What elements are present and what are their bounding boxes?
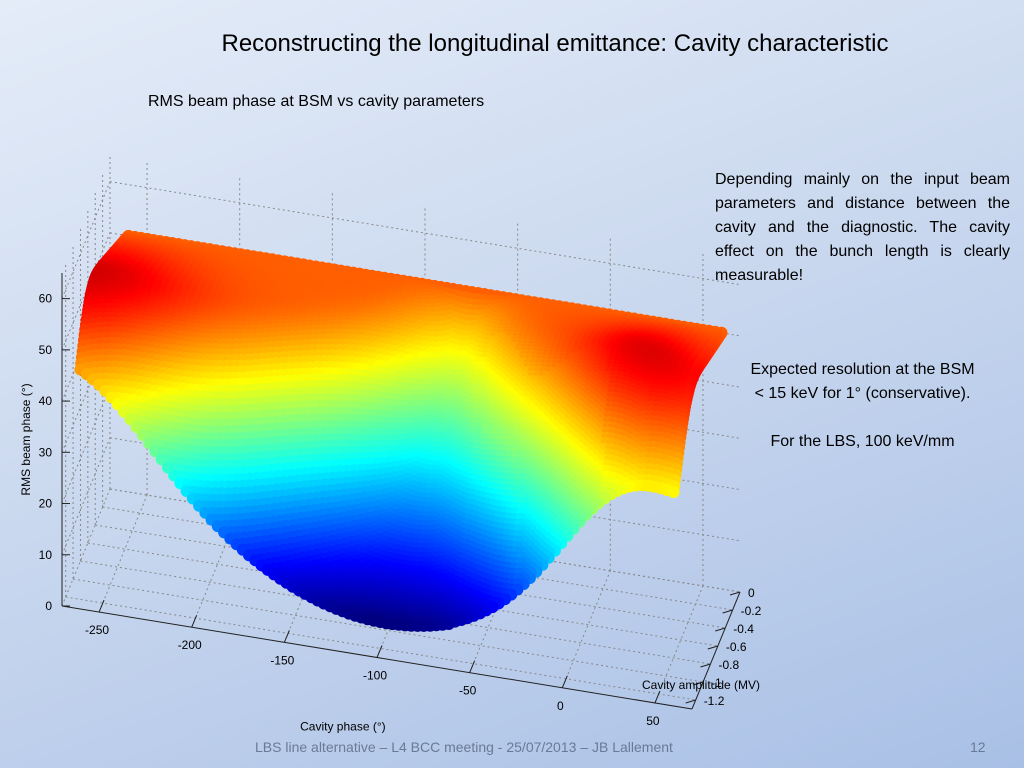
surface-points	[74, 229, 728, 632]
chart-title: RMS beam phase at BSM vs cavity paramete…	[148, 93, 485, 110]
slide-title: Reconstructing the longitudinal emittanc…	[221, 30, 889, 57]
